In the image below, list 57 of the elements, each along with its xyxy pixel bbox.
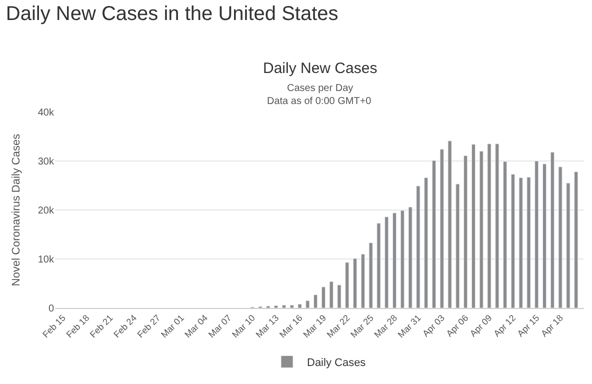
bar — [274, 305, 278, 308]
bar — [321, 286, 326, 308]
bar — [360, 254, 365, 308]
x-tick-label: Mar 31 — [396, 312, 423, 340]
bar — [329, 281, 334, 308]
bar — [503, 161, 508, 308]
bar — [384, 216, 389, 308]
bar — [550, 152, 554, 308]
text: Cases per Day — [287, 83, 354, 94]
y-tick-label: 0 — [48, 304, 54, 314]
bar — [368, 242, 373, 308]
chart-title: Daily New Cases in the United States — [6, 2, 338, 25]
bar — [298, 304, 302, 308]
text: Data as of 0:00 GMT+0 — [267, 96, 372, 107]
bar — [542, 164, 547, 308]
bar — [314, 294, 318, 308]
bar — [337, 284, 342, 308]
bar — [510, 174, 515, 308]
x-tick-label: Apr 06 — [444, 312, 470, 339]
bar — [558, 166, 562, 308]
bar — [400, 210, 404, 308]
bar — [376, 222, 381, 308]
bar — [290, 304, 294, 308]
x-tick-label: Apr 03 — [420, 312, 446, 339]
bar — [526, 176, 531, 308]
legend-label: Daily Cases — [307, 356, 366, 369]
bar — [534, 160, 539, 308]
bar — [471, 144, 476, 308]
y-tick-label: 20k — [38, 206, 55, 216]
chart-subtitle: Daily New Cases — [263, 60, 378, 77]
bar — [416, 186, 420, 308]
bar — [464, 155, 468, 308]
bar — [495, 144, 500, 308]
y-axis-title: Novel Coronavirus Daily Cases — [10, 133, 23, 286]
bar — [487, 144, 492, 308]
x-tick-label: Apr 09 — [468, 312, 494, 339]
bar — [408, 206, 412, 308]
y-tick-label: 10k — [38, 254, 55, 266]
bar — [566, 182, 570, 308]
x-tick-label: Apr 18 — [539, 312, 565, 339]
bar — [353, 258, 358, 308]
bar — [424, 177, 428, 308]
bar — [345, 262, 350, 308]
bar — [456, 184, 460, 308]
y-tick-label: 40k — [38, 108, 55, 118]
x-tick-label: Apr 12 — [492, 312, 518, 339]
y-tick-label: 30k — [38, 156, 55, 168]
bar — [518, 177, 523, 308]
bar — [306, 300, 310, 308]
bar — [574, 172, 578, 308]
bar — [282, 304, 286, 308]
bar — [479, 150, 484, 308]
bar — [448, 140, 452, 308]
bar — [440, 148, 444, 308]
bar — [432, 160, 436, 308]
bar — [392, 212, 397, 308]
x-tick-label: Apr 15 — [515, 312, 542, 339]
